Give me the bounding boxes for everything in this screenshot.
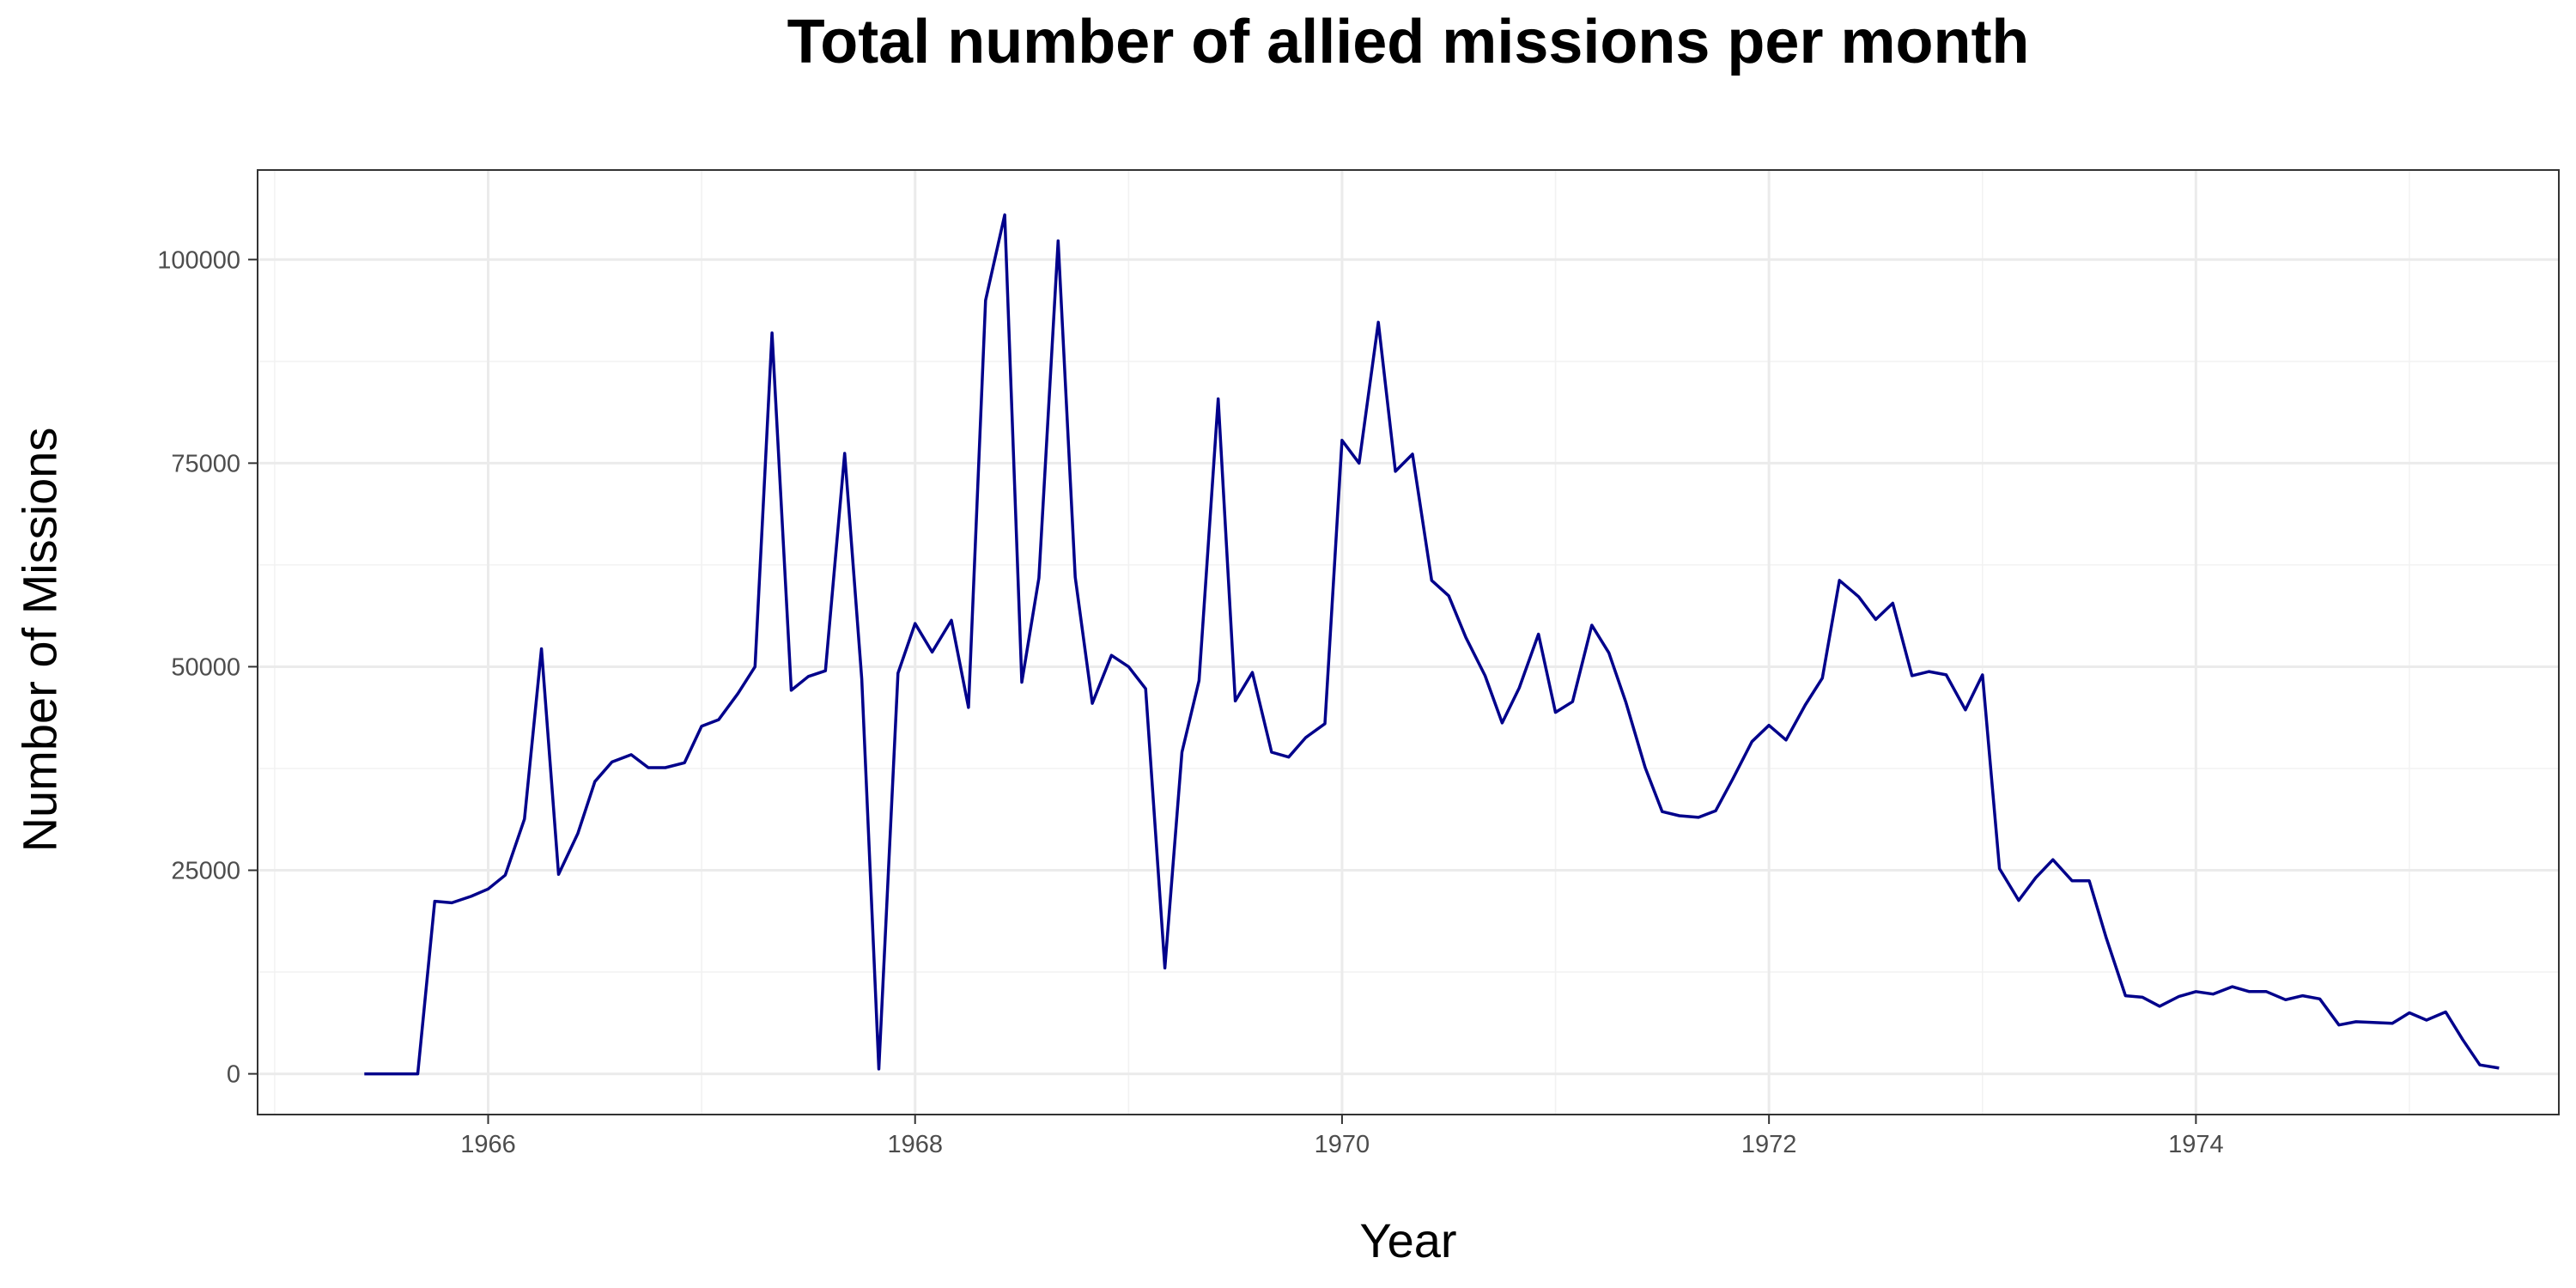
missions-series-line xyxy=(364,213,2500,1076)
x-tick-label: 1974 xyxy=(2168,1131,2224,1158)
y-tick-label: 25000 xyxy=(171,858,240,885)
grid-major xyxy=(258,170,2559,1115)
plot-panel-border xyxy=(257,169,2560,1115)
tick-labels: 1966 1968 1970 1972 1974 0 25000 50000 75000 1000… xyxy=(157,246,2223,1158)
x-tick-label: 1968 xyxy=(887,1131,943,1158)
x-axis-label: Year xyxy=(1359,1213,1457,1267)
y-tick-label: 100000 xyxy=(157,246,240,274)
x-tick-label: 1972 xyxy=(1741,1131,1797,1158)
axis-ticks xyxy=(248,258,2197,1124)
x-tick-label: 1970 xyxy=(1315,1131,1370,1158)
grid-minor xyxy=(258,170,2559,1115)
y-tick-label: 50000 xyxy=(171,653,240,681)
y-tick-label: 75000 xyxy=(171,450,240,477)
x-tick-label: 1966 xyxy=(460,1131,516,1158)
chart-title: Total number of allied missions per mont… xyxy=(787,8,2030,76)
y-axis-label: Number of Missions xyxy=(12,427,67,853)
y-tick-label: 0 xyxy=(227,1061,240,1089)
